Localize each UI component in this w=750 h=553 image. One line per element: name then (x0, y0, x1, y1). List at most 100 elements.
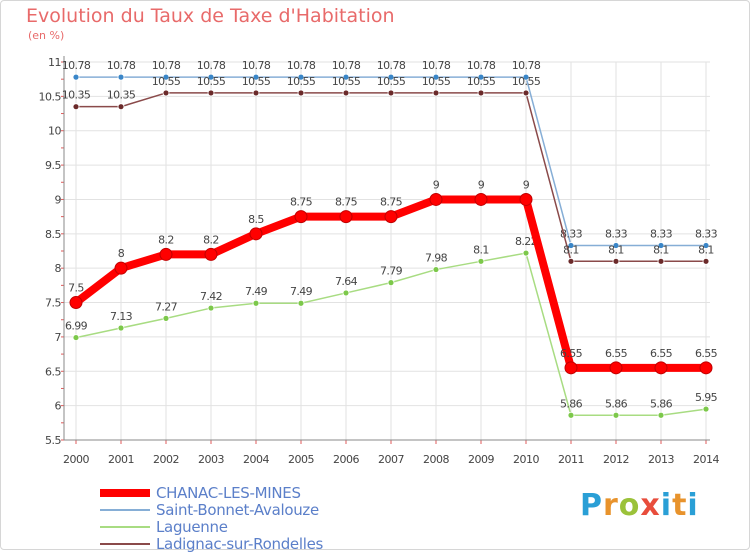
data-point (612, 257, 620, 265)
data-point (162, 314, 170, 322)
x-tick-label: 2007 (378, 453, 404, 466)
legend-item: Saint-Bonnet-Avalouze (100, 500, 323, 519)
y-tick-label: 5.5 (45, 434, 61, 447)
data-point (297, 73, 305, 81)
y-tick-label: 7.5 (45, 297, 61, 310)
data-label: 8.33 (695, 228, 718, 241)
legend-swatch (100, 542, 150, 545)
data-label: 6.55 (605, 347, 628, 360)
data-point (477, 89, 485, 97)
x-tick-label: 2000 (63, 453, 89, 466)
data-point (342, 73, 350, 81)
data-point (429, 192, 443, 206)
data-point (72, 73, 80, 81)
data-point (72, 334, 80, 341)
data-point (702, 405, 710, 413)
data-label: 10.78 (62, 59, 91, 72)
legend-label: Ladignac-sur-Rondelles (156, 534, 324, 553)
data-label: 7.5 (68, 282, 84, 295)
data-label: 7.49 (290, 285, 313, 298)
data-point (432, 266, 440, 273)
data-label: 10.35 (107, 89, 136, 102)
data-label: 8.33 (605, 228, 628, 241)
data-label: 9 (433, 178, 440, 191)
legend-item: Laguenne (100, 518, 323, 536)
data-point (612, 242, 620, 249)
data-point (522, 89, 530, 97)
data-point (522, 73, 530, 81)
data-point (342, 89, 350, 97)
legend-label: Saint-Bonnet-Avalouze (156, 500, 319, 519)
data-label: 9 (478, 178, 485, 191)
data-label: 9 (523, 178, 530, 191)
y-tick-label: 6.5 (45, 365, 61, 378)
data-point (432, 73, 440, 81)
data-point (117, 324, 125, 332)
legend-swatch (100, 525, 150, 528)
data-point (477, 257, 485, 265)
data-point (657, 257, 665, 265)
data-point (339, 210, 353, 224)
x-tick-label: 2011 (558, 453, 584, 466)
data-label: 10.78 (287, 59, 316, 72)
data-point (159, 247, 173, 261)
data-point (432, 89, 440, 97)
data-label: 8.2 (203, 233, 219, 246)
x-tick-label: 2005 (288, 453, 314, 466)
data-label: 10.78 (152, 59, 181, 72)
chart-subtitle: (en %) (28, 29, 65, 42)
data-label: 8.75 (380, 196, 403, 209)
data-label: 10.78 (377, 59, 406, 72)
data-label: 6.55 (695, 347, 718, 360)
data-label: 8.22 (515, 235, 537, 248)
data-label: 10.78 (422, 59, 451, 72)
data-point (612, 411, 620, 419)
data-point (567, 242, 575, 249)
data-point (702, 242, 710, 249)
data-point (474, 192, 488, 206)
data-point (609, 361, 623, 375)
data-label: 10.55 (287, 75, 316, 88)
data-label: 10.55 (152, 75, 181, 88)
data-label: 8.1 (473, 243, 489, 256)
data-point (699, 361, 713, 375)
data-label: 7.49 (245, 285, 268, 298)
data-label: 10.55 (422, 75, 451, 88)
data-point (384, 210, 398, 224)
x-tick-label: 2002 (153, 453, 179, 466)
data-label: 7.79 (380, 265, 403, 278)
x-tick-label: 2012 (603, 453, 629, 466)
data-label: 8.33 (560, 228, 583, 241)
y-tick-label: 10.5 (39, 90, 62, 103)
data-label: 10.78 (512, 59, 541, 72)
data-label: 8 (118, 247, 125, 260)
data-point (387, 89, 395, 97)
data-label: 8.5 (248, 213, 264, 226)
data-point (657, 411, 665, 419)
data-label: 7.13 (110, 310, 133, 323)
data-point (207, 89, 215, 97)
y-tick-label: 11 (48, 56, 61, 69)
data-label: 8.33 (650, 228, 673, 241)
data-point (294, 210, 308, 224)
data-label: 8.1 (563, 243, 579, 256)
y-tick-label: 9 (55, 193, 62, 206)
data-label: 10.55 (467, 75, 496, 88)
data-label: 10.78 (197, 59, 226, 72)
x-tick-label: 2008 (423, 453, 449, 466)
data-point (657, 242, 665, 249)
data-point (117, 73, 125, 81)
x-tick-label: 2006 (333, 453, 359, 466)
y-tick-label: 10 (48, 125, 61, 138)
data-point (567, 411, 575, 419)
data-point (207, 304, 215, 312)
y-tick-label: 7 (55, 331, 62, 344)
data-point (702, 257, 710, 265)
data-label: 7.27 (155, 300, 178, 313)
y-tick-label: 8.5 (45, 228, 61, 241)
legend-swatch (100, 488, 150, 497)
data-point (342, 289, 350, 297)
data-point (297, 89, 305, 97)
proxiti-logo: Proxiti (580, 488, 699, 523)
data-label: 8.75 (335, 196, 358, 209)
